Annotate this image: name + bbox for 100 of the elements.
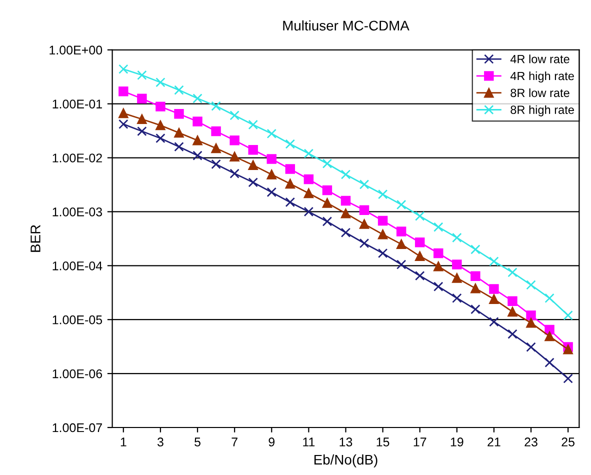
point xyxy=(563,310,573,320)
point xyxy=(452,260,462,270)
x-tick-label: 11 xyxy=(303,438,315,446)
point xyxy=(322,216,332,226)
legend-label: 4R high rate xyxy=(510,72,574,83)
point xyxy=(174,85,184,95)
point xyxy=(137,70,147,80)
point xyxy=(285,178,296,189)
point xyxy=(340,196,351,206)
point xyxy=(322,198,332,208)
point xyxy=(359,205,370,215)
point xyxy=(248,120,258,130)
point xyxy=(378,216,388,226)
point xyxy=(137,126,147,136)
point xyxy=(137,114,147,124)
point xyxy=(304,148,314,158)
point xyxy=(508,296,518,306)
y-tick-label: 1.00E-01 xyxy=(52,100,102,108)
point xyxy=(285,139,296,149)
point xyxy=(396,239,406,250)
point xyxy=(211,143,221,154)
point xyxy=(508,268,518,278)
point xyxy=(137,94,147,104)
x-tick-label: 15 xyxy=(376,438,390,446)
point xyxy=(118,86,128,96)
point xyxy=(174,109,184,119)
point xyxy=(192,150,202,160)
point xyxy=(396,226,406,236)
point xyxy=(266,128,276,139)
x-tick-label: 9 xyxy=(268,438,275,446)
x-tick-label: 17 xyxy=(414,438,426,446)
point xyxy=(470,271,480,281)
point xyxy=(489,256,499,266)
point xyxy=(192,116,202,126)
point xyxy=(396,260,406,270)
point xyxy=(526,310,536,320)
point xyxy=(211,159,221,170)
legend-label: 4R low rate xyxy=(510,54,570,64)
point xyxy=(434,262,444,272)
y-tick-label: 1.00E-03 xyxy=(52,208,102,216)
point xyxy=(434,282,444,292)
point xyxy=(285,164,296,174)
point xyxy=(508,306,518,317)
point xyxy=(304,174,314,184)
point xyxy=(378,189,388,200)
point xyxy=(526,342,536,352)
point xyxy=(359,180,370,190)
x-tick-label: 19 xyxy=(450,438,464,446)
y-tick-label: 1.00E-02 xyxy=(52,154,102,162)
point xyxy=(452,273,462,283)
point xyxy=(322,185,332,196)
point xyxy=(211,101,221,111)
point xyxy=(414,270,425,281)
x-axis-title: Eb/No(dB) xyxy=(314,454,378,468)
x-tick-label: 1 xyxy=(120,438,126,446)
legend-label: 8R high rate xyxy=(510,105,574,116)
point xyxy=(248,145,258,155)
point xyxy=(452,232,462,243)
point xyxy=(211,126,221,136)
point xyxy=(304,206,314,217)
point xyxy=(414,251,425,262)
point xyxy=(563,374,573,384)
y-tick-label: 1.00E-04 xyxy=(52,261,102,270)
point xyxy=(285,197,296,208)
point xyxy=(230,168,240,178)
point xyxy=(508,329,518,339)
point xyxy=(378,248,388,258)
point xyxy=(230,110,240,120)
y-tick-label: 1.00E-07 xyxy=(52,423,102,432)
point xyxy=(544,358,554,368)
y-tick-label: 1.00E-06 xyxy=(52,369,102,378)
point xyxy=(322,158,332,168)
point xyxy=(266,170,276,180)
point xyxy=(396,200,406,210)
point xyxy=(156,102,166,112)
chart-title: Multiuser MC-CDMA xyxy=(283,20,410,31)
x-tick-label: 7 xyxy=(232,438,238,446)
point xyxy=(156,133,166,144)
point xyxy=(434,248,444,258)
point xyxy=(470,304,480,314)
point xyxy=(563,344,573,354)
point xyxy=(192,94,202,104)
point xyxy=(470,244,480,254)
point xyxy=(118,64,128,74)
x-tick-label: 5 xyxy=(194,438,200,446)
point xyxy=(230,136,240,146)
point xyxy=(526,318,536,328)
point xyxy=(340,170,351,180)
point xyxy=(266,187,276,198)
point xyxy=(248,160,258,170)
x-tick-label: 13 xyxy=(340,438,352,446)
legend-label: 8R low rate xyxy=(510,88,570,98)
point xyxy=(118,119,128,130)
x-tick-label: 21 xyxy=(488,438,500,446)
point xyxy=(452,293,462,303)
point xyxy=(340,228,351,238)
y-tick-label: 1.00E-05 xyxy=(52,315,102,324)
point xyxy=(340,208,351,218)
point xyxy=(156,77,166,88)
point xyxy=(359,238,370,248)
